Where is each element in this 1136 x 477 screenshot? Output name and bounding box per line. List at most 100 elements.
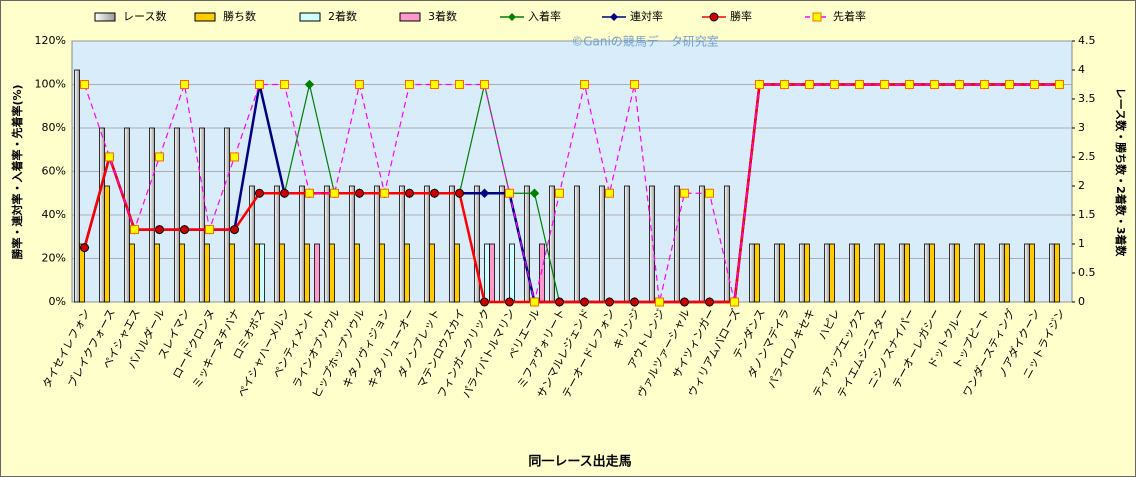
y2-tick-label: 4 — [1078, 63, 1085, 76]
marker — [405, 188, 414, 198]
bar — [1054, 243, 1060, 303]
marker — [405, 80, 414, 89]
bar — [274, 185, 280, 303]
marker — [455, 188, 464, 198]
bar — [804, 243, 810, 303]
marker — [730, 297, 739, 307]
bar — [324, 185, 330, 303]
marker — [505, 188, 514, 198]
marker — [380, 188, 389, 198]
bar — [279, 243, 285, 303]
y2-axis-title: レース数・勝ち数・2着数・3着数 — [1114, 88, 1128, 258]
marker — [630, 297, 639, 307]
marker — [555, 188, 564, 198]
marker — [605, 297, 614, 307]
legend-label: 連対率 — [630, 9, 663, 23]
marker — [355, 80, 364, 89]
bar — [749, 243, 755, 303]
y-tick-label: 0% — [49, 295, 66, 308]
marker — [280, 188, 289, 198]
y2-tick-label: 2 — [1078, 179, 1085, 192]
y2-tick-label: 1.5 — [1078, 208, 1096, 221]
bar — [379, 243, 385, 303]
bar — [924, 243, 930, 303]
legend-marker — [709, 12, 719, 22]
bar — [699, 185, 705, 303]
marker — [80, 243, 89, 253]
bar — [509, 243, 515, 303]
bar — [329, 243, 335, 303]
bar — [404, 243, 410, 303]
bar — [549, 185, 555, 303]
y2-tick-label: 0 — [1078, 295, 1085, 308]
marker — [705, 188, 714, 198]
y-tick-label: 40% — [42, 208, 66, 221]
bar — [174, 127, 180, 303]
legend-swatch — [399, 12, 421, 22]
bar — [229, 243, 235, 303]
legend-label: 勝ち数 — [223, 9, 256, 23]
bar — [354, 243, 360, 303]
bar — [374, 185, 380, 303]
legend-swatch — [194, 12, 216, 22]
bar — [489, 243, 495, 303]
bar — [104, 185, 110, 303]
bar — [1024, 243, 1030, 303]
marker — [330, 188, 339, 198]
bar — [879, 243, 885, 303]
bar — [449, 185, 455, 303]
bar — [474, 185, 480, 303]
bar — [314, 243, 320, 303]
marker — [280, 80, 289, 89]
legend-label: 2着数 — [328, 9, 357, 23]
marker — [305, 188, 314, 198]
marker — [680, 188, 689, 198]
bar — [299, 185, 305, 303]
bar — [599, 185, 605, 303]
marker — [155, 225, 164, 235]
marker — [430, 188, 439, 198]
marker — [480, 80, 489, 89]
legend-label: 先着率 — [833, 9, 866, 23]
y-tick-label: 120% — [35, 34, 66, 47]
marker — [255, 188, 264, 198]
marker — [1030, 80, 1039, 89]
marker — [180, 225, 189, 235]
bar — [254, 243, 260, 303]
marker — [580, 80, 589, 89]
bar — [99, 127, 105, 303]
bar — [624, 185, 630, 303]
y-tick-label: 80% — [42, 121, 66, 134]
marker — [505, 297, 514, 307]
x-axis-title: 同一レース出走馬 — [528, 454, 631, 470]
marker — [980, 80, 989, 89]
legend-label: 勝率 — [730, 9, 752, 23]
bar — [929, 243, 935, 303]
bar — [524, 185, 530, 303]
bar — [79, 243, 85, 303]
marker — [580, 297, 589, 307]
bar — [304, 243, 310, 303]
legend-label: 入着率 — [528, 9, 561, 23]
bar — [74, 69, 80, 303]
y-tick-label: 100% — [35, 78, 66, 91]
marker — [630, 80, 639, 89]
legend-swatch — [94, 12, 116, 22]
marker — [180, 80, 189, 89]
bar — [724, 185, 730, 303]
bar — [1029, 243, 1035, 303]
bar — [349, 185, 355, 303]
bar — [649, 185, 655, 303]
bar — [1004, 243, 1010, 303]
marker — [655, 297, 664, 307]
legend-swatch — [299, 12, 321, 22]
marker — [605, 188, 614, 198]
bar — [224, 127, 230, 303]
marker — [80, 80, 89, 89]
marker — [529, 188, 540, 198]
marker — [230, 152, 239, 162]
marker — [780, 80, 789, 89]
y2-tick-label: 2.5 — [1078, 150, 1096, 163]
marker — [1005, 80, 1014, 89]
bar — [824, 243, 830, 303]
